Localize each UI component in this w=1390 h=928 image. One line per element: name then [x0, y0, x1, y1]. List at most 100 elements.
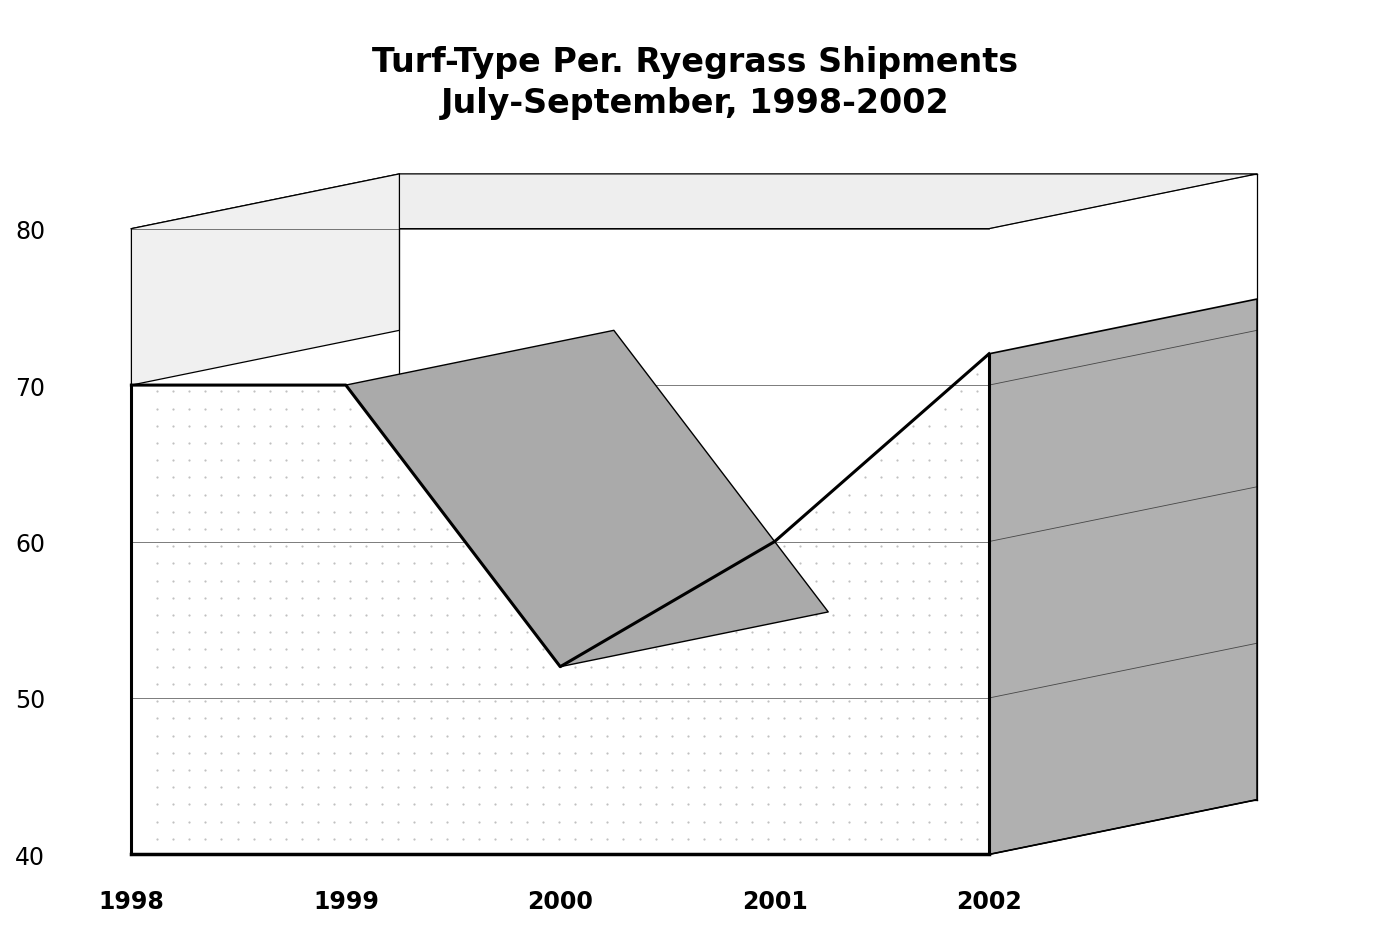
Point: [403, 608, 425, 623]
Point: [821, 694, 844, 709]
Point: [484, 591, 506, 606]
Point: [966, 453, 988, 468]
Point: [870, 660, 892, 675]
Point: [758, 763, 780, 778]
Point: [870, 763, 892, 778]
Point: [660, 642, 682, 657]
Point: [195, 557, 217, 572]
Point: [354, 453, 377, 468]
Point: [484, 642, 506, 657]
Point: [403, 642, 425, 657]
Point: [885, 591, 908, 606]
Point: [709, 780, 731, 794]
Point: [870, 831, 892, 846]
Point: [853, 831, 876, 846]
Point: [163, 522, 185, 537]
Point: [660, 711, 682, 726]
Point: [178, 505, 200, 520]
Point: [227, 436, 249, 451]
Point: [966, 574, 988, 588]
Point: [163, 557, 185, 572]
Point: [726, 831, 748, 846]
Point: [790, 763, 812, 778]
Point: [484, 728, 506, 743]
Point: [146, 487, 168, 502]
Point: [966, 780, 988, 794]
Point: [564, 797, 587, 812]
Point: [758, 660, 780, 675]
Point: [291, 522, 313, 537]
Point: [307, 780, 329, 794]
Point: [227, 660, 249, 675]
Point: [163, 487, 185, 502]
Point: [195, 745, 217, 760]
Point: [227, 384, 249, 399]
Point: [726, 763, 748, 778]
Point: [949, 625, 972, 640]
Point: [821, 625, 844, 640]
Point: [949, 608, 972, 623]
Point: [596, 660, 619, 675]
Point: [354, 487, 377, 502]
Point: [242, 384, 264, 399]
Point: [564, 814, 587, 829]
Point: [339, 694, 361, 709]
Point: [339, 642, 361, 657]
Point: [195, 780, 217, 794]
Point: [548, 694, 570, 709]
Point: [885, 539, 908, 554]
Point: [934, 711, 956, 726]
Point: [275, 831, 297, 846]
Point: [726, 780, 748, 794]
Point: [371, 694, 393, 709]
Point: [388, 797, 410, 812]
Point: [339, 763, 361, 778]
Point: [195, 470, 217, 485]
Point: [917, 763, 940, 778]
Point: [339, 625, 361, 640]
Point: [966, 728, 988, 743]
Point: [726, 625, 748, 640]
Point: [628, 660, 651, 675]
Point: [484, 814, 506, 829]
Point: [596, 677, 619, 691]
Point: [773, 711, 795, 726]
Point: [452, 574, 474, 588]
Point: [259, 574, 281, 588]
Point: [178, 677, 200, 691]
Point: [420, 642, 442, 657]
Point: [195, 642, 217, 657]
Point: [726, 711, 748, 726]
Point: [388, 780, 410, 794]
Point: [853, 608, 876, 623]
Point: [805, 625, 827, 640]
Point: [146, 625, 168, 640]
Point: [500, 642, 523, 657]
Point: [917, 453, 940, 468]
Point: [885, 625, 908, 640]
Point: [484, 711, 506, 726]
Point: [227, 453, 249, 468]
Point: [692, 660, 714, 675]
Point: [838, 797, 860, 812]
Point: [307, 831, 329, 846]
Point: [307, 728, 329, 743]
Point: [885, 453, 908, 468]
Point: [596, 711, 619, 726]
Point: [628, 642, 651, 657]
Point: [902, 660, 924, 675]
Point: [195, 574, 217, 588]
Point: [339, 677, 361, 691]
Point: [773, 625, 795, 640]
Point: [838, 591, 860, 606]
Point: [677, 608, 699, 623]
Point: [758, 728, 780, 743]
Point: [853, 694, 876, 709]
Point: [790, 831, 812, 846]
Point: [307, 711, 329, 726]
Point: [322, 505, 345, 520]
Point: [934, 505, 956, 520]
Point: [275, 505, 297, 520]
Point: [467, 745, 489, 760]
Point: [259, 814, 281, 829]
